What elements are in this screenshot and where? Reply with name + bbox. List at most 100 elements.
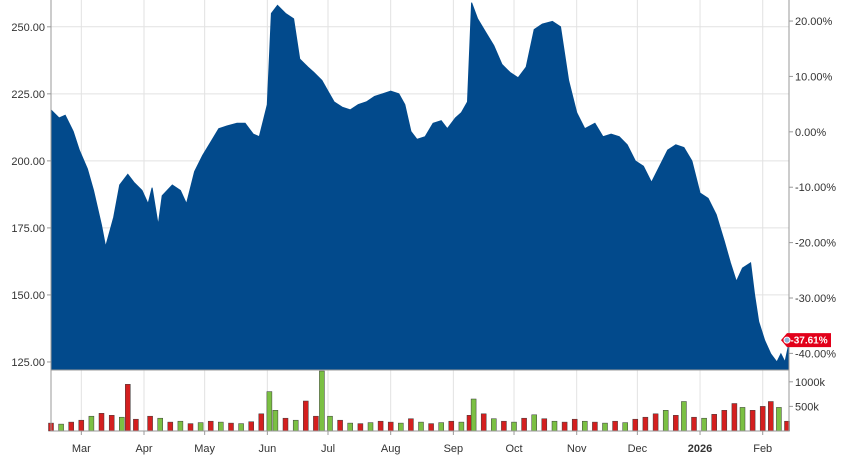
left-tick-label: 200.00 bbox=[11, 156, 45, 168]
volume-tick-label: 1000k bbox=[795, 377, 825, 389]
volume-bar bbox=[78, 419, 85, 432]
volume-bar bbox=[187, 423, 194, 432]
left-tick-label: 125.00 bbox=[11, 357, 45, 369]
volume-bar bbox=[551, 420, 558, 432]
x-month-label: Feb bbox=[753, 443, 772, 455]
volume-bar bbox=[458, 421, 465, 432]
volume-bar bbox=[327, 415, 333, 432]
volume-bar bbox=[701, 417, 707, 432]
volume-bar bbox=[612, 420, 618, 432]
axes-layer bbox=[47, 0, 793, 435]
x-month-label: Sep bbox=[444, 443, 464, 455]
volume-bar bbox=[292, 419, 299, 432]
volume-bar bbox=[749, 410, 756, 432]
volume-bar bbox=[521, 417, 527, 432]
volume-bar bbox=[197, 422, 204, 432]
volume-bar bbox=[58, 423, 64, 432]
volume-bar bbox=[88, 415, 95, 432]
volume-bar bbox=[408, 418, 414, 432]
volume-bar bbox=[428, 423, 434, 432]
volume-bar bbox=[531, 414, 537, 432]
volume-bar bbox=[691, 416, 697, 432]
volume-bar bbox=[602, 422, 608, 432]
volume-bar bbox=[673, 415, 679, 432]
volume-bar bbox=[662, 410, 669, 432]
volume-bar bbox=[768, 401, 774, 432]
volume-bar bbox=[258, 413, 265, 432]
volume-bar bbox=[282, 417, 289, 432]
volume-bar bbox=[398, 422, 404, 432]
volume-bar bbox=[501, 420, 507, 432]
volume-bar bbox=[491, 418, 497, 432]
right-tick-label: -40.00% bbox=[795, 348, 836, 360]
volume-bar bbox=[776, 407, 782, 432]
tick-labels-layer: 250.00 225.00 200.00 175.00 150.00 125.00 20.0… bbox=[11, 16, 836, 455]
right-tick-label: -10.00% bbox=[795, 182, 836, 194]
volume-bar bbox=[511, 421, 517, 432]
volume-bar bbox=[721, 410, 728, 432]
volume-bar bbox=[632, 418, 639, 432]
last-change-badge: -37.61% bbox=[781, 333, 831, 348]
volume-bar bbox=[541, 418, 548, 432]
volume-bar bbox=[218, 421, 224, 432]
volume-bar bbox=[681, 401, 687, 432]
volume-bar bbox=[248, 421, 254, 432]
price-area bbox=[50, 2, 790, 371]
last-point-marker bbox=[783, 336, 791, 344]
volume-bar bbox=[642, 416, 649, 432]
volume-bar bbox=[357, 423, 364, 432]
right-tick-label: -30.00% bbox=[795, 293, 836, 305]
volume-bar bbox=[739, 407, 746, 432]
volume-bar bbox=[177, 420, 184, 432]
volume-bar bbox=[238, 423, 244, 432]
right-tick-label: -20.00% bbox=[795, 238, 836, 250]
x-month-label: Oct bbox=[505, 443, 522, 455]
volume-bar bbox=[319, 370, 325, 432]
volume-bar bbox=[313, 415, 319, 432]
volume-bar bbox=[133, 418, 139, 432]
x-month-label: Aug bbox=[381, 443, 401, 455]
right-tick-label: 10.00% bbox=[795, 71, 833, 83]
volume-bar bbox=[272, 410, 279, 432]
volume-bar bbox=[125, 384, 131, 432]
x-month-label: Mar bbox=[72, 443, 91, 455]
volume-bar bbox=[731, 403, 738, 432]
x-year-label: 2026 bbox=[688, 443, 712, 455]
volume-bar bbox=[207, 420, 214, 432]
x-month-label: Jun bbox=[258, 443, 276, 455]
volume-bar bbox=[377, 420, 384, 432]
right-tick-label: 20.00% bbox=[795, 16, 833, 28]
volume-bar bbox=[592, 421, 598, 432]
volume-bar bbox=[480, 413, 487, 432]
x-month-label: Jul bbox=[321, 443, 335, 455]
x-month-label: May bbox=[194, 443, 215, 455]
volume-bar bbox=[438, 422, 444, 432]
x-month-label: Apr bbox=[135, 443, 152, 455]
volume-bar bbox=[147, 415, 153, 432]
volume-bar bbox=[387, 421, 394, 432]
volume-bar bbox=[303, 400, 309, 432]
volume-bar bbox=[266, 391, 273, 432]
volume-bar bbox=[228, 422, 234, 432]
volume-bar bbox=[68, 421, 74, 432]
left-tick-label: 225.00 bbox=[11, 89, 45, 101]
volume-bar bbox=[337, 419, 343, 432]
change-badge-shape bbox=[781, 333, 831, 348]
volume-bar bbox=[470, 398, 477, 432]
volume-bar bbox=[108, 415, 115, 432]
x-month-label: Nov bbox=[567, 443, 587, 455]
volume-bar bbox=[571, 418, 578, 432]
left-tick-label: 250.00 bbox=[11, 22, 45, 34]
left-tick-label: 175.00 bbox=[11, 223, 45, 235]
volume-bar bbox=[582, 420, 588, 432]
volume-bar bbox=[561, 421, 568, 432]
volume-bar bbox=[622, 422, 628, 432]
volume-bar bbox=[711, 414, 717, 432]
volume-tick-label: 500k bbox=[795, 401, 819, 413]
change-badge-label: -37.61% bbox=[790, 336, 827, 347]
volume-bar bbox=[367, 422, 374, 432]
volume-layer bbox=[48, 370, 790, 432]
x-month-label: Dec bbox=[628, 443, 648, 455]
volume-bar bbox=[98, 413, 105, 432]
